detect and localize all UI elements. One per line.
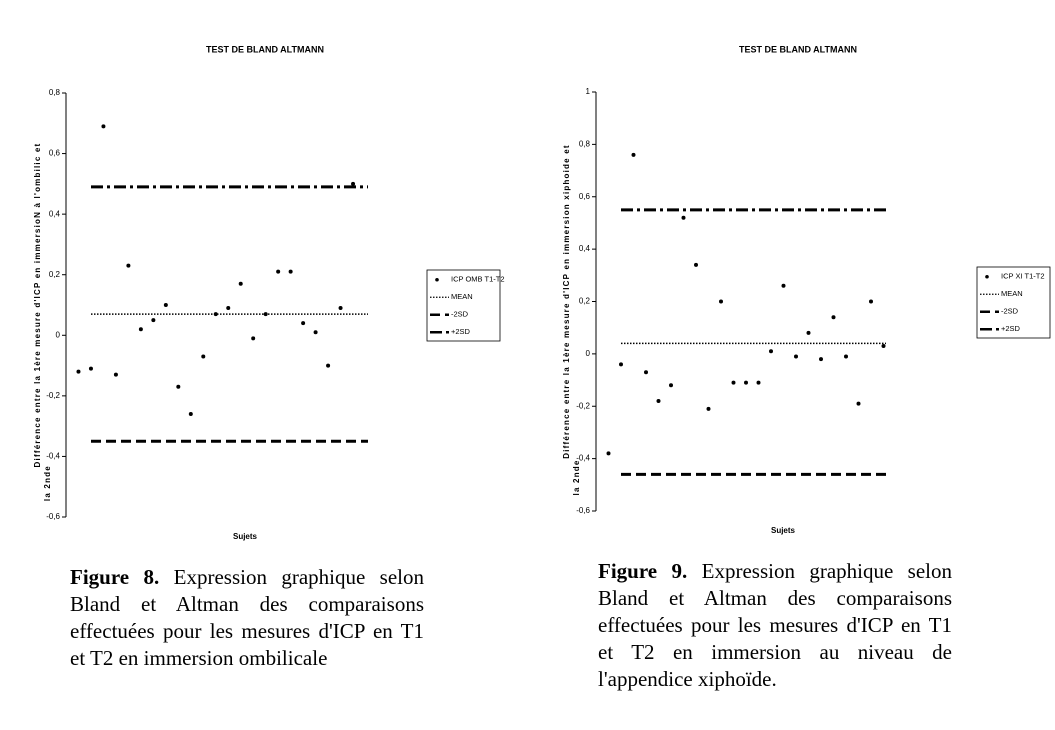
data-point: [188, 412, 193, 417]
data-point: [806, 330, 811, 335]
data-point: [656, 399, 661, 404]
data-point: [606, 451, 611, 456]
y-axis-label: Différence entre la 1ère mesure d'ICP en…: [33, 143, 52, 502]
y-tick-label: 0,2: [579, 297, 591, 306]
data-point: [856, 401, 861, 406]
data-point: [831, 315, 836, 320]
data-point: [288, 269, 293, 274]
data-point: [619, 362, 623, 367]
y-axis-label-line: la 2nde: [43, 465, 52, 501]
data-point: [326, 363, 331, 368]
data-point: [719, 299, 723, 304]
x-axis-label: Sujets: [233, 532, 258, 541]
data-point: [694, 262, 698, 267]
legend-marker: [985, 274, 989, 279]
chart-title: TEST DE BLAND ALTMANN: [206, 44, 324, 54]
y-tick-label: -0,4: [576, 454, 590, 463]
caption: Figure 8. Expression graphique selon Bla…: [70, 564, 424, 672]
data-point: [794, 354, 798, 359]
y-tick-label: 0: [56, 330, 61, 339]
caption-label: Figure 8.: [70, 565, 160, 589]
caption: Figure 9. Expression graphique selon Bla…: [598, 558, 952, 693]
data-point: [101, 124, 106, 129]
data-point: [819, 357, 823, 362]
data-point: [201, 354, 206, 359]
data-point: [631, 152, 636, 157]
data-point: [213, 312, 218, 317]
data-point: [138, 327, 143, 332]
y-tick-label: 0,4: [49, 209, 61, 218]
data-point: [681, 215, 686, 220]
y-axis-label-line: la 2nde: [572, 459, 581, 495]
data-point: [769, 349, 773, 354]
data-point: [869, 299, 873, 304]
data-point: [351, 181, 356, 186]
legend-label: -2SD: [451, 310, 469, 319]
data-point: [301, 321, 306, 326]
data-point: [238, 281, 243, 286]
data-point: [126, 263, 131, 268]
y-tick-label: -0,6: [576, 506, 590, 515]
caption-text: Expression graphique selon Bland et Altm…: [70, 565, 425, 670]
y-tick-label: -0,4: [46, 452, 60, 461]
chart-title: TEST DE BLAND ALTMANN: [739, 44, 857, 54]
y-axis-label: Différence entre la 1ère mesure d'ICP en…: [562, 144, 581, 495]
data-point: [744, 380, 748, 385]
legend-label: MEAN: [451, 292, 473, 301]
y-tick-label: 0,8: [49, 88, 61, 97]
y-tick-label: -0,2: [46, 391, 60, 400]
data-point: [881, 344, 886, 349]
legend-label: -2SD: [1001, 307, 1019, 316]
data-point: [669, 383, 673, 388]
data-point: [88, 366, 93, 371]
y-tick-label: -0,6: [46, 512, 60, 521]
legend-marker: [435, 277, 439, 282]
legend-label: ICP OMB T1-T2: [451, 275, 505, 284]
data-point: [113, 372, 118, 377]
data-point: [276, 269, 281, 274]
legend-label: +2SD: [1001, 324, 1021, 333]
y-tick-label: 0,6: [49, 149, 61, 158]
y-tick-label: 0,6: [579, 192, 591, 201]
y-tick-label: -0,2: [576, 401, 590, 410]
x-axis-label: Sujets: [771, 526, 796, 535]
data-point: [706, 406, 711, 411]
y-tick-label: 0,8: [579, 139, 591, 148]
data-point: [731, 380, 736, 385]
legend-label: ICP XI T1-T2: [1001, 272, 1045, 281]
legend-box: [976, 266, 1051, 339]
y-tick-label: 0: [586, 349, 591, 358]
data-point: [226, 306, 231, 311]
legend-label: +2SD: [451, 327, 471, 336]
y-tick-label: 0,2: [49, 270, 61, 279]
y-axis-label-line: Différence entre la 1ère mesure d'ICP en…: [562, 144, 571, 458]
data-point: [76, 369, 81, 374]
data-point: [163, 303, 168, 307]
data-point: [781, 283, 786, 288]
y-axis-label-line: Différence entre la 1ère mesure d'ICP en…: [33, 143, 42, 468]
data-point: [756, 380, 761, 385]
legend-box: [426, 269, 501, 342]
caption-label: Figure 9.: [598, 559, 688, 583]
data-point: [176, 384, 181, 389]
legend-label: MEAN: [1001, 289, 1023, 298]
data-point: [844, 354, 848, 359]
data-point: [338, 306, 343, 311]
caption-text: Expression graphique selon Bland et Altm…: [598, 559, 953, 691]
data-point: [644, 370, 648, 375]
y-tick-label: 0,4: [579, 244, 591, 253]
data-point: [151, 318, 156, 323]
data-point: [313, 330, 318, 335]
data-point: [251, 336, 256, 341]
y-tick-label: 1: [586, 87, 591, 96]
